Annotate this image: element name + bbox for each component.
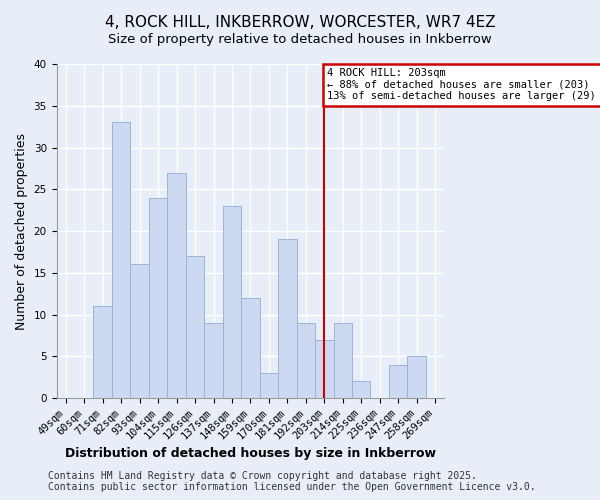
Y-axis label: Number of detached properties: Number of detached properties <box>15 132 28 330</box>
Text: Size of property relative to detached houses in Inkberrow: Size of property relative to detached ho… <box>108 32 492 46</box>
Bar <box>352 382 370 398</box>
Bar <box>112 122 130 398</box>
Bar <box>186 256 204 398</box>
Bar <box>296 323 315 398</box>
Bar <box>389 364 407 398</box>
Text: 4, ROCK HILL, INKBERROW, WORCESTER, WR7 4EZ: 4, ROCK HILL, INKBERROW, WORCESTER, WR7 … <box>104 15 496 30</box>
Bar <box>407 356 426 398</box>
Bar <box>167 172 186 398</box>
Bar <box>130 264 149 398</box>
Text: 4 ROCK HILL: 203sqm
← 88% of detached houses are smaller (203)
13% of semi-detac: 4 ROCK HILL: 203sqm ← 88% of detached ho… <box>327 68 600 102</box>
Bar <box>278 240 296 398</box>
Text: Contains HM Land Registry data © Crown copyright and database right 2025.
Contai: Contains HM Land Registry data © Crown c… <box>48 471 536 492</box>
Bar <box>149 198 167 398</box>
Bar <box>315 340 334 398</box>
X-axis label: Distribution of detached houses by size in Inkberrow: Distribution of detached houses by size … <box>65 447 436 460</box>
Bar <box>223 206 241 398</box>
Bar <box>204 323 223 398</box>
Bar <box>241 298 260 398</box>
Bar <box>334 323 352 398</box>
Bar <box>260 373 278 398</box>
Bar <box>94 306 112 398</box>
